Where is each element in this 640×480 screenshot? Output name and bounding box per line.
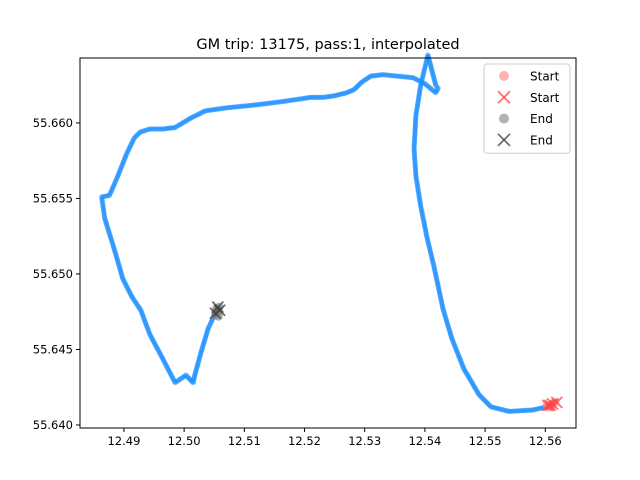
legend-label: Start [530, 70, 560, 84]
legend: Start Start End End [483, 63, 571, 154]
x-tick-label: 12.55 [469, 434, 502, 448]
legend-marker [499, 71, 509, 81]
x-tick-label: 12.54 [408, 434, 441, 448]
legend-marker [497, 133, 511, 147]
chart-title: GM trip: 13175, pass:1, interpolated [196, 37, 459, 53]
y-tick-label: 55.645 [33, 342, 73, 356]
start-cross [550, 396, 563, 409]
y-axis: 55.640 55.645 55.650 55.655 55.660 [33, 116, 80, 432]
x-axis: 12.49 12.50 12.51 12.52 12.53 12.54 12.55 12.56 [107, 428, 562, 448]
y-tick-label: 55.655 [33, 191, 73, 205]
x-tick-label: 12.53 [348, 434, 381, 448]
y-tick-label: 55.650 [33, 267, 73, 281]
legend-marker [497, 90, 511, 104]
legend-label: End [530, 133, 553, 147]
legend-label: End [530, 112, 553, 126]
y-tick-label: 55.640 [33, 418, 73, 432]
y-tick-label: 55.660 [33, 116, 73, 130]
legend-label: Start [530, 91, 560, 105]
x-tick-label: 12.56 [529, 434, 562, 448]
legend-marker [499, 113, 509, 124]
x-tick-label: 12.51 [228, 434, 261, 448]
start-cross [543, 399, 557, 412]
x-tick-label: 12.52 [288, 434, 321, 448]
x-tick-label: 12.50 [168, 434, 201, 448]
legend-box [483, 63, 571, 154]
x-tick-label: 12.49 [107, 434, 140, 448]
plot-frame [79, 57, 577, 429]
end-cross [213, 304, 226, 317]
